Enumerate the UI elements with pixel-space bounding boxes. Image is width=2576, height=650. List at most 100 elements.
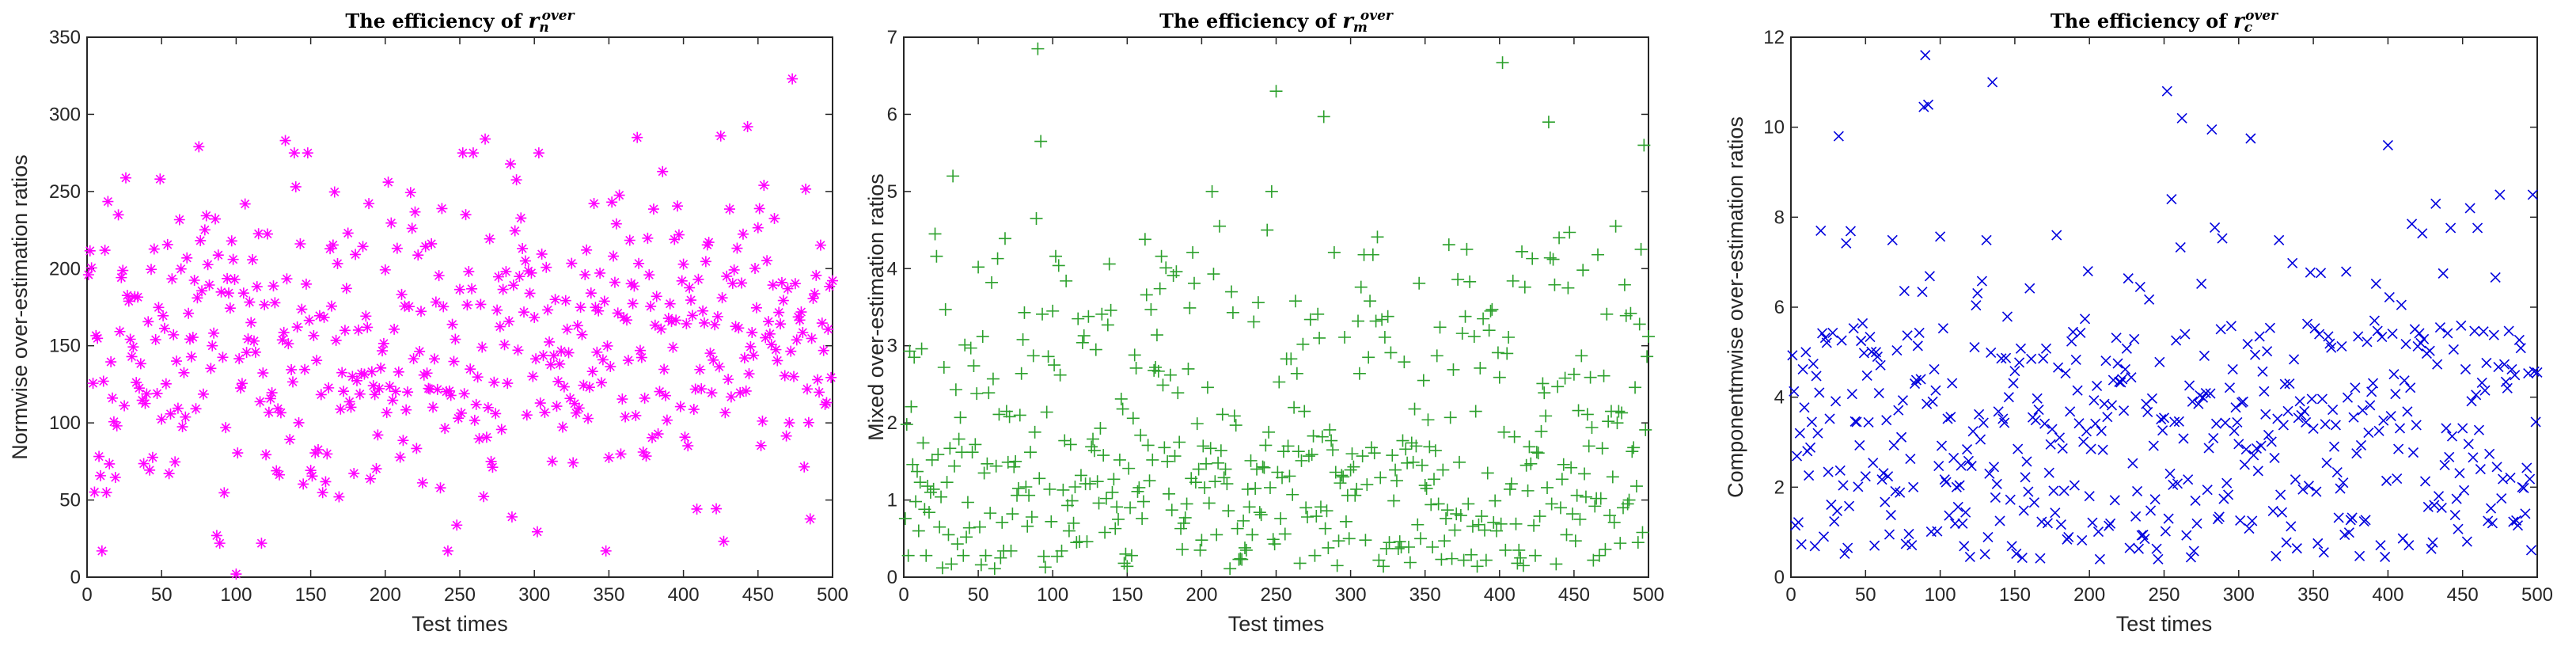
normwise-point (158, 322, 170, 334)
normwise-point (810, 269, 822, 281)
componentwise-point (2487, 518, 2498, 529)
mixed-point (1425, 498, 1438, 511)
normwise-point (505, 158, 517, 170)
componentwise-point (1895, 431, 1907, 443)
mixed-point (1177, 516, 1190, 530)
mixed-point (1313, 331, 1326, 344)
normwise-point (606, 196, 618, 208)
componentwise-point (2403, 540, 2415, 551)
normwise-point (291, 321, 303, 333)
mixed-point (1533, 510, 1546, 523)
mixed-ytick-label: 3 (887, 336, 897, 357)
componentwise-point (2471, 390, 2482, 401)
normwise-point (789, 278, 801, 290)
mixed-point (1227, 409, 1241, 423)
normwise-point (114, 325, 126, 337)
mixed-point (1114, 392, 1128, 405)
normwise-point (711, 503, 723, 515)
componentwise-ytick-label: 4 (1774, 387, 1785, 409)
normwise-point (544, 336, 556, 348)
normwise-point (196, 285, 208, 297)
mixed-point (1364, 295, 1377, 308)
mixed-point (1415, 458, 1428, 472)
mixed-point (1244, 454, 1258, 467)
mixed-point (1565, 461, 1578, 474)
normwise-point (146, 451, 158, 463)
componentwise-point (1963, 455, 1974, 466)
normwise-point (357, 241, 369, 253)
mixed-point (1098, 526, 1112, 539)
componentwise-point (2133, 543, 2145, 554)
componentwise-point (2271, 550, 2282, 561)
normwise-point (610, 218, 622, 230)
normwise-point (411, 443, 423, 454)
componentwise-point (2094, 553, 2105, 564)
normwise-point (782, 283, 794, 295)
normwise-point (350, 249, 362, 260)
componentwise-point (2342, 392, 2354, 403)
normwise-point (117, 264, 129, 276)
normwise-point (235, 382, 247, 394)
componentwise-point (1868, 458, 1879, 469)
normwise-point (647, 431, 658, 443)
normwise-point (445, 390, 457, 401)
mixed-point (1631, 536, 1645, 549)
mixed-point (1140, 288, 1153, 302)
normwise-point (734, 386, 746, 398)
mixed-point (1250, 462, 1264, 476)
normwise-point (112, 209, 124, 221)
mixed-point (1256, 460, 1269, 473)
normwise-point (192, 292, 203, 304)
componentwise-point (2102, 412, 2113, 423)
componentwise-point (2312, 538, 2324, 549)
componentwise-point (2151, 543, 2162, 554)
normwise-point (245, 317, 257, 329)
normwise-point (332, 257, 343, 269)
mixed-point (1013, 409, 1026, 422)
componentwise-point (2445, 222, 2456, 234)
normwise-point (195, 234, 207, 246)
normwise-point (497, 283, 509, 295)
componentwise-point (2351, 448, 2362, 459)
componentwise-point (1848, 323, 1859, 334)
mixed-point (1467, 330, 1481, 344)
mixed-point (1273, 375, 1286, 389)
componentwise-point (2193, 398, 2204, 409)
componentwise-point (1857, 317, 1868, 329)
normwise-point (704, 348, 716, 359)
mixed-point (1433, 321, 1447, 334)
componentwise-xtick-label: 0 (1785, 584, 1796, 606)
mixed-xtick-label: 150 (1111, 584, 1143, 606)
normwise-point (802, 416, 814, 428)
componentwise-point (1811, 371, 1822, 382)
componentwise-point (2196, 278, 2207, 290)
componentwise-point (1893, 405, 1904, 416)
normwise-point (685, 295, 697, 306)
mixed-point (1569, 534, 1582, 548)
componentwise-point (2040, 343, 2052, 354)
componentwise-point (1838, 480, 1849, 491)
componentwise-point (2328, 441, 2340, 452)
normwise-point (755, 439, 767, 451)
normwise-point (389, 323, 400, 335)
normwise-point (679, 431, 691, 443)
mixed-point (1065, 494, 1079, 507)
normwise-panel: The efficiency of rnover 0 50 100 150 200 250 3… (8, 8, 848, 636)
componentwise-point (1976, 276, 1987, 287)
mixed-point (1610, 416, 1624, 430)
normwise-point (421, 367, 433, 379)
normwise-point (132, 291, 144, 303)
normwise-point (453, 412, 465, 424)
mixed-point (1470, 560, 1484, 573)
normwise-point (227, 253, 239, 265)
normwise-point (248, 335, 260, 347)
mixed-point (908, 351, 921, 364)
normwise-point (633, 257, 645, 269)
mixed-point (1307, 429, 1320, 443)
mixed-point (1284, 352, 1298, 366)
componentwise-point (2183, 474, 2194, 485)
componentwise-point (2411, 420, 2422, 431)
componentwise-point (1854, 439, 1865, 451)
mixed-point (1615, 406, 1629, 420)
normwise-point (664, 298, 676, 310)
